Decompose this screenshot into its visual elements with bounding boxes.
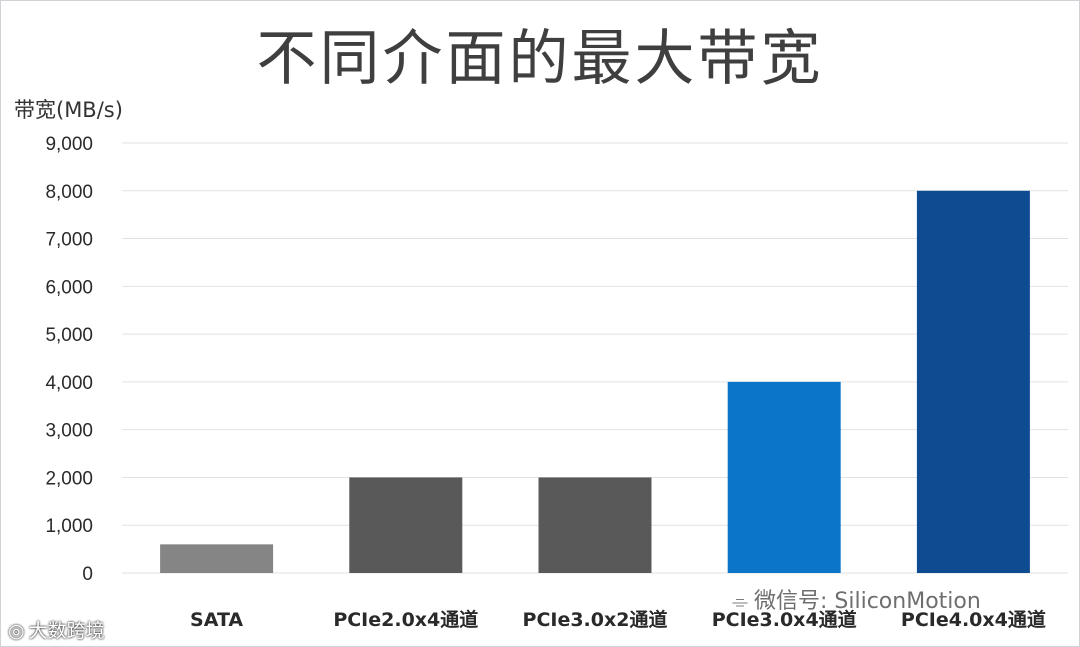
logo-mark: ◎ (8, 620, 25, 642)
y-tick-label: 3,000 (45, 421, 93, 442)
site-watermark: ◎ 大数跨境 (8, 616, 105, 643)
bar (538, 477, 652, 573)
x-category-label: PCIe4.0x4通道 (901, 608, 1046, 631)
y-tick-label: 6,000 (45, 277, 93, 298)
y-tick-label: 8,000 (45, 182, 93, 203)
x-category-label: PCIe3.0x4通道 (712, 608, 857, 631)
wechat-watermark: ⌯ 微信号: SiliconMotion (732, 583, 981, 615)
bar (916, 190, 1030, 573)
bar (727, 381, 841, 573)
wechat-watermark-text: 微信号: SiliconMotion (754, 589, 981, 614)
y-axis-label: 带宽(MB/s) (14, 98, 123, 122)
y-tick-label: 5,000 (45, 325, 93, 346)
y-tick-label: 0 (82, 564, 93, 585)
bar (160, 544, 274, 573)
chart-title: 不同介面的最大带宽 (256, 24, 824, 94)
bar (349, 477, 463, 573)
y-tick-label: 1,000 (45, 516, 93, 537)
y-tick-label: 9,000 (45, 134, 93, 155)
x-category-label: SATA (190, 609, 243, 631)
x-category-label: PCIe2.0x4通道 (333, 608, 478, 631)
x-category-label: PCIe3.0x2通道 (523, 608, 668, 631)
y-tick-label: 7,000 (45, 230, 93, 251)
y-tick-label: 2,000 (45, 468, 93, 489)
site-watermark-text: 大数跨境 (28, 620, 105, 642)
y-tick-label: 4,000 (45, 373, 93, 394)
wechat-icon: ⌯ (732, 589, 748, 613)
